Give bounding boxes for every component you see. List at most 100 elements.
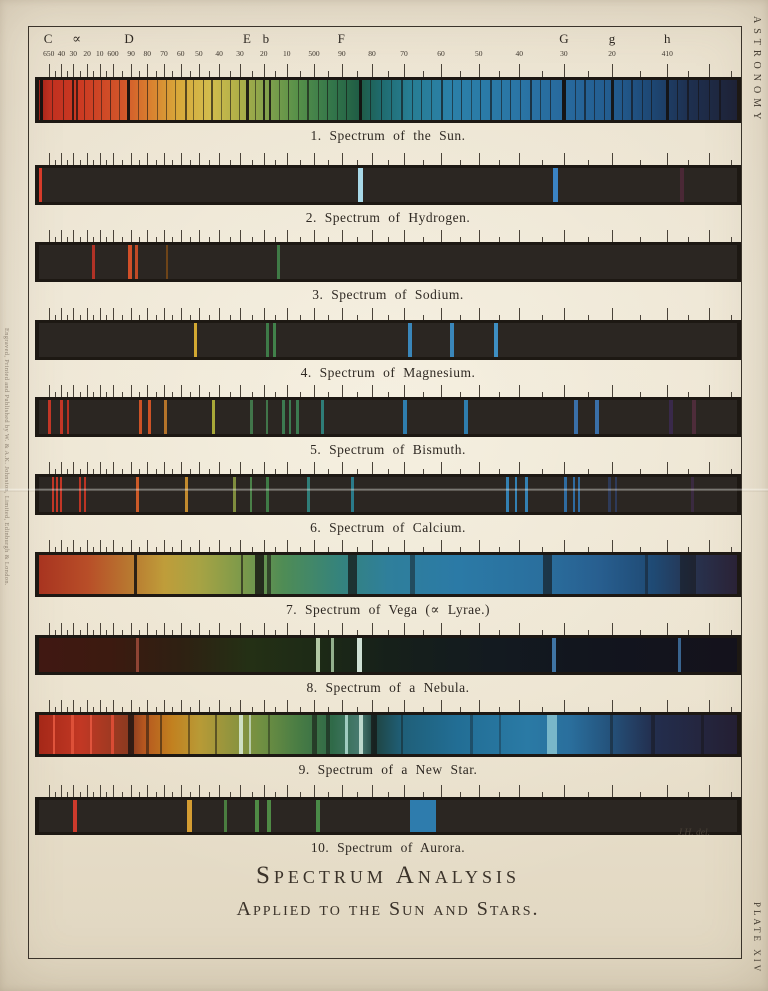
scale-tick: [229, 315, 231, 320]
scale-tick: [639, 547, 641, 552]
scale-tick: [163, 785, 165, 797]
scale-tick: [587, 792, 589, 797]
scale-tick: [519, 785, 521, 797]
scale-tick: [478, 785, 480, 797]
scale-tick: [388, 237, 389, 242]
scale-tick: [155, 160, 157, 165]
scale-tick: [240, 785, 242, 797]
emission-line: [212, 400, 215, 434]
emission-line: [60, 477, 63, 512]
scale-tick: [163, 64, 165, 77]
scale-tick: [356, 315, 358, 320]
scale-tick: [163, 540, 165, 552]
scale-tick: [498, 707, 500, 712]
absorption-line: [358, 80, 362, 120]
scale-tick: [327, 547, 329, 552]
emission-line: [79, 477, 82, 512]
scale-tick: [131, 230, 133, 242]
scale-tick: [371, 230, 373, 242]
scale-tick: [612, 153, 614, 165]
scale-tick: [688, 392, 690, 397]
scale-tick: [208, 547, 210, 552]
scale-tick: [180, 64, 182, 77]
emission-line: [553, 168, 559, 202]
scale-tick: [459, 630, 461, 635]
band-label: 1. Spectrum of the Sun.: [310, 128, 466, 143]
scale-tick: [709, 540, 711, 552]
scale-tick: [667, 623, 669, 635]
scale-tick: [563, 308, 565, 320]
scale-tick: [341, 153, 343, 165]
scale-tick: [147, 308, 149, 320]
absorption-line: [610, 80, 614, 120]
scale-tick: [327, 392, 329, 397]
scale-tick: [730, 547, 732, 552]
scale-tick: [371, 308, 373, 320]
scale-tick: [498, 71, 500, 77]
scale-tick: [263, 540, 265, 552]
scale-tick: [67, 237, 69, 242]
scale-tick: [709, 785, 711, 797]
scale-tick: [139, 71, 141, 77]
scale-tick: [612, 785, 614, 797]
scale-tick: [404, 385, 406, 397]
scale-tick: [612, 700, 614, 712]
scale-tick: [155, 707, 157, 712]
scale-tick: [422, 547, 424, 552]
scale-tick: [180, 623, 182, 635]
scale-tick: [459, 71, 461, 77]
scale-tick: [163, 230, 165, 242]
scale-tick: [99, 623, 101, 635]
absorption-line: [498, 715, 501, 754]
absorption-line: [71, 80, 74, 120]
scale-tick: [48, 385, 50, 397]
scale-tick: [639, 792, 641, 797]
emission-line: [232, 477, 236, 512]
absorption-line: [451, 80, 453, 120]
scale-tick: [87, 462, 89, 474]
scale-tick: [180, 308, 182, 320]
emission-line: [135, 477, 139, 512]
scale-tick: [478, 308, 480, 320]
scale-tick: [189, 630, 191, 635]
scale-tick: [172, 469, 174, 474]
scale-tick: [67, 392, 69, 397]
emission-line: [110, 715, 114, 754]
scale-tick: [404, 700, 406, 712]
absorption-line: [574, 80, 576, 120]
scale-tick: [229, 707, 231, 712]
wavelength-label: 30: [69, 49, 77, 58]
scale-tick: [300, 547, 302, 552]
scale-tick: [251, 160, 253, 165]
emission-line: [350, 477, 354, 512]
scale-tick: [519, 64, 521, 77]
scale-tick: [99, 540, 101, 552]
spectrum-strip: [39, 168, 737, 202]
scale-tick: [519, 623, 521, 635]
scale-tick: [139, 469, 141, 474]
band-label: 8. Spectrum of a Nebula.: [306, 680, 470, 695]
scale-tick: [388, 792, 389, 797]
scale-tick: [48, 153, 50, 165]
emission-line: [678, 638, 682, 672]
scale-tick: [688, 547, 690, 552]
scale-tick: [198, 308, 200, 320]
scale-tick: [80, 315, 82, 320]
absorption-line: [400, 80, 403, 120]
absorption-line: [460, 80, 462, 120]
scale-tick: [371, 540, 373, 552]
engraver-credit: Engraved, Printed and Published by W. & …: [3, 328, 10, 586]
scale-tick: [106, 160, 108, 165]
scale-tick: [263, 230, 265, 242]
scale-tick: [667, 64, 669, 77]
scale-tick: [180, 700, 182, 712]
absorption-line: [188, 715, 191, 754]
wavelength-label: 10: [95, 49, 104, 58]
scale-tick: [147, 623, 149, 635]
scale-tick: [251, 547, 253, 552]
absorption-line: [245, 80, 249, 120]
scale-tick: [498, 315, 500, 320]
wavelength-label: 20: [83, 49, 91, 58]
absorption-line: [214, 715, 217, 754]
scale-tick: [61, 623, 63, 635]
